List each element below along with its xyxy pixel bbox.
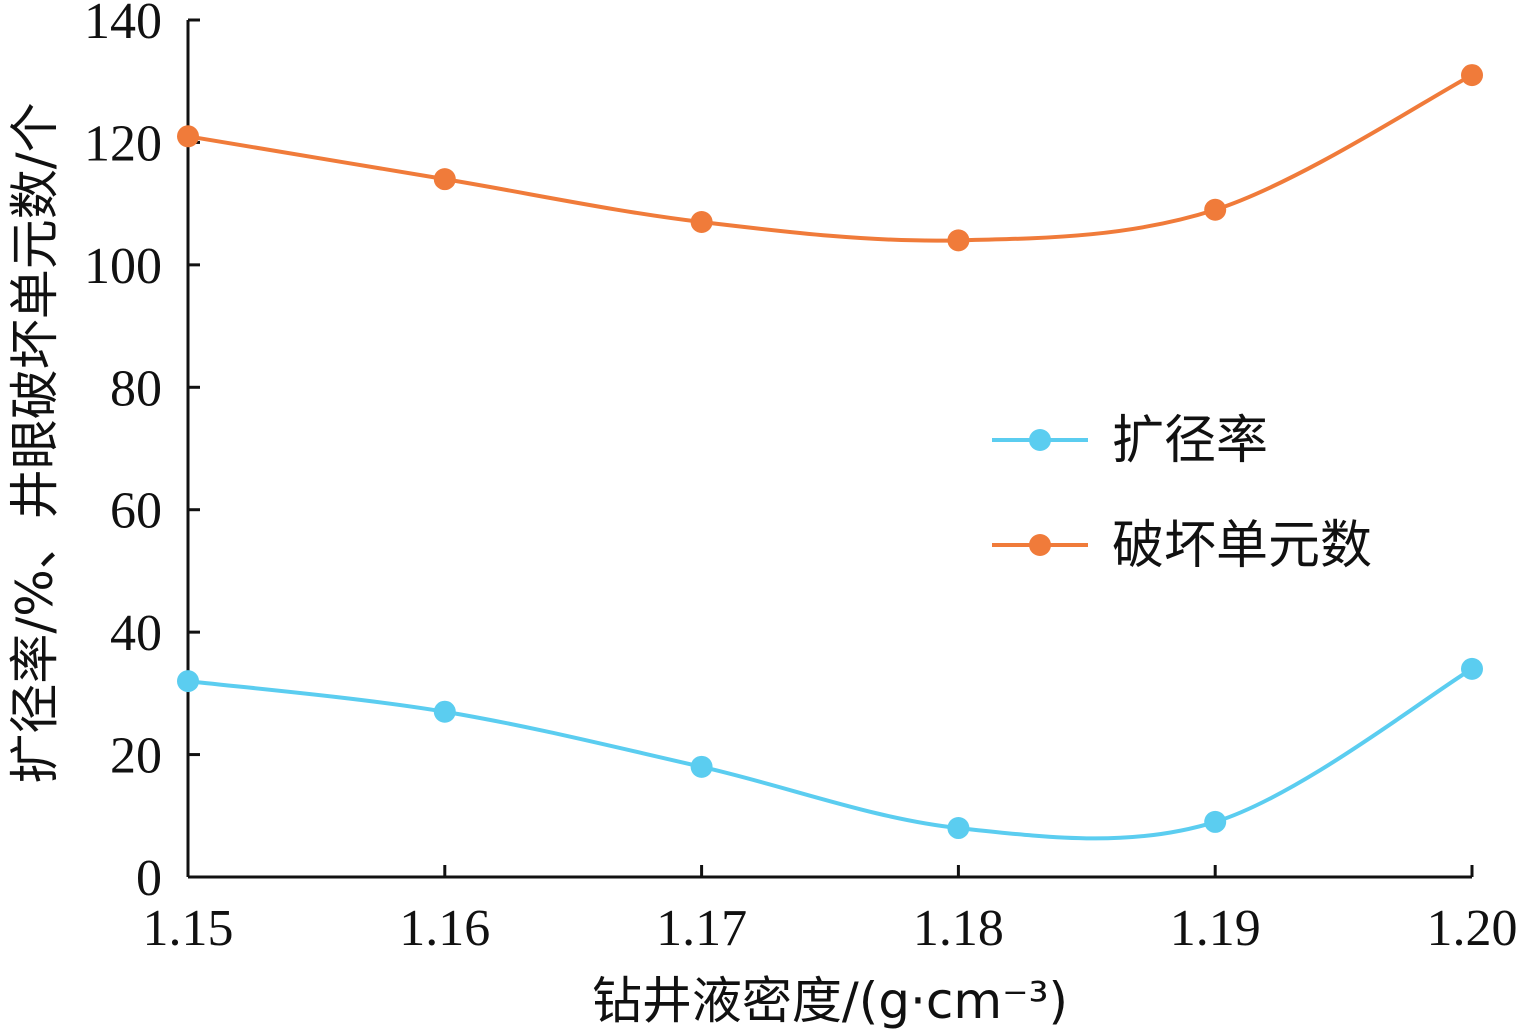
x-axis-title: 钻井液密度/(g·cm⁻³): [592, 972, 1068, 1030]
legend-label: 扩径率: [1112, 411, 1268, 471]
axes: [186, 20, 1472, 879]
series-2: [177, 64, 1483, 252]
data-point: [1204, 810, 1227, 833]
x-tick-label: 1.17: [656, 900, 747, 957]
y-tick-label: 60: [110, 483, 162, 540]
data-point: [177, 670, 199, 693]
series-line: [187, 73, 1473, 243]
y-tick-label: 140: [84, 0, 162, 50]
series-line: [187, 667, 1474, 841]
series-layer: [177, 64, 1483, 841]
data-point: [433, 700, 456, 723]
y-tick-label: 120: [84, 115, 162, 172]
data-point: [690, 211, 713, 234]
x-tick-label: 1.19: [1170, 900, 1261, 957]
data-point: [947, 229, 970, 252]
legend-label: 破坏单元数: [1112, 516, 1372, 576]
data-point: [433, 168, 456, 191]
y-tick-label: 0: [136, 850, 162, 907]
legend-swatch-marker: [1029, 534, 1051, 556]
y-tick-label: 20: [110, 728, 162, 785]
y-axis-ticks: 0 20 40 60 80 100 120 140: [84, 0, 200, 907]
data-point: [947, 817, 970, 840]
legend-swatch-marker: [1029, 429, 1051, 451]
data-point: [177, 125, 199, 148]
data-point: [1204, 198, 1227, 221]
y-tick-label: 40: [110, 605, 162, 662]
y-axis-title: 扩径率/%、井眼破坏单元数/个: [6, 102, 64, 783]
y-tick-label: 80: [110, 360, 162, 417]
x-tick-label: 1.15: [143, 900, 234, 957]
data-point: [690, 755, 713, 778]
y-tick-label: 100: [84, 238, 162, 295]
series-1: [177, 657, 1483, 841]
x-axis-ticks: 1.15 1.16 1.17 1.18 1.19 1.20: [143, 865, 1518, 957]
x-tick-label: 1.16: [399, 900, 490, 957]
data-point: [1461, 64, 1483, 87]
x-tick-label: 1.18: [913, 900, 1004, 957]
x-tick-label: 1.20: [1427, 900, 1518, 957]
data-point: [1461, 657, 1483, 680]
